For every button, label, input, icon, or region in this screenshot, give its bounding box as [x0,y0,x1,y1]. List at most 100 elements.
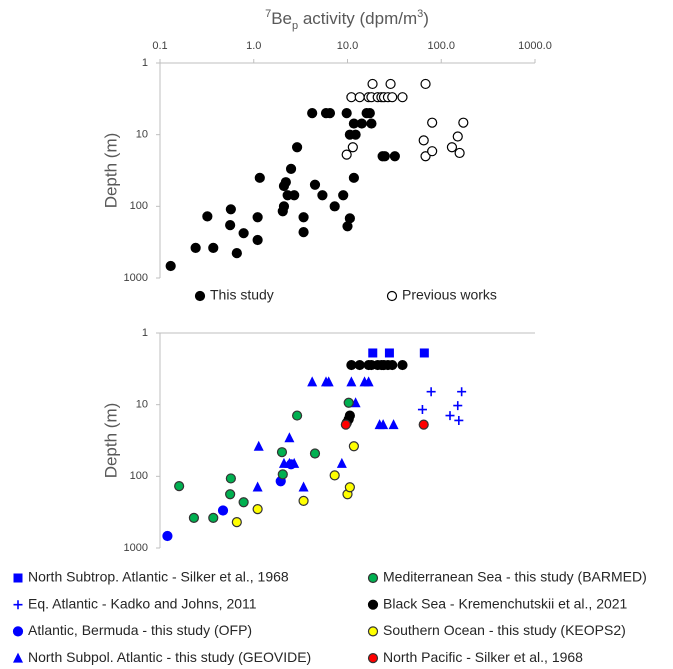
marker-circle [225,489,236,500]
legend-label: Black Sea - Kremenchutskii et al., 2021 [383,595,628,611]
legend-marker [194,290,206,302]
marker-circle [231,248,242,259]
x-tick-label: 1.0 [246,40,261,52]
x-tick-label: 1000.0 [518,40,552,52]
marker-circle [446,142,458,153]
marker-circle [324,107,336,119]
marker-circle [280,177,291,188]
y-tick-label: 1 [142,57,148,69]
y-axis-label: Depth (m) [101,403,120,479]
marker-circle [341,107,352,119]
marker-triangle [346,376,357,387]
legend-label: Southern Ocean - this study (KEOPS2) [383,622,626,638]
legend-marker [13,652,23,663]
y-tick-label: 10 [136,129,148,141]
legend-marker [367,572,379,584]
marker-circle [231,516,242,528]
marker-circle [162,530,173,542]
x-axis-label-part: 3 [417,8,423,20]
y-tick-label: 1 [142,327,148,339]
marker-circle [387,92,398,103]
marker-circle [347,142,358,153]
x-axis-label-part: 7 [265,8,271,20]
marker-circle [202,211,213,222]
legend-label: Eq. Atlantic - Kadko and Johns, 2011 [28,595,257,611]
marker-circle [208,512,219,523]
x-axis-label-part: p [292,20,298,32]
marker-circle [343,397,354,408]
marker-circle [309,448,321,459]
marker-circle [277,469,288,480]
marker-circle [276,447,288,458]
marker-circle [252,234,263,246]
legend-marker [367,652,379,664]
marker-circle [454,147,465,159]
marker-circle [452,131,463,142]
marker-triangle [298,481,309,492]
marker-circle [354,359,365,371]
marker-circle [379,151,390,162]
marker-circle [291,142,303,153]
marker-plus [454,415,464,425]
marker-circle [427,117,438,128]
x-axis-label-part: Be [271,9,292,28]
marker-circle [389,151,400,162]
x-tick-label: 10.0 [337,40,358,52]
marker-triangle [284,432,295,443]
marker-circle [346,359,357,371]
marker-circle [188,512,200,523]
marker-circle [298,227,309,238]
marker-circle [252,212,263,223]
marker-circle [356,118,367,129]
marker-circle [397,359,408,371]
marker-plus [445,411,455,421]
marker-circle [354,92,365,103]
legend-label: Mediterranean Sea - this study (BARMED) [383,569,647,585]
marker-circle [307,107,318,119]
marker-circle [344,213,355,224]
y-tick-label: 100 [130,470,148,482]
marker-circle [225,473,236,484]
marker-circle [427,146,438,157]
y-tick-label: 1000 [124,272,148,284]
marker-circle [254,172,265,183]
marker-circle [350,129,361,140]
legend-marker [367,626,379,637]
legend-label: North Pacific - Silker et al., 1968 [383,649,583,665]
marker-circle [420,151,431,162]
marker-triangle [253,440,264,451]
x-axis-label-part: ) [423,9,429,28]
marker-circle [298,495,309,506]
legend-label: Previous works [402,287,497,303]
marker-circle [364,107,375,119]
marker-triangle [323,376,334,387]
marker-circle [418,135,429,146]
marker-circle [338,190,349,201]
x-tick-label: 0.1 [152,40,167,52]
marker-circle [285,163,297,174]
marker-plus [417,405,427,415]
marker-circle [225,220,236,231]
legend-marker [13,573,23,583]
marker-circle [346,92,357,103]
marker-triangle [252,481,263,492]
marker-circle [238,228,249,239]
marker-circle [387,359,398,371]
marker-triangle [307,376,318,387]
y-tick-label: 1000 [124,542,148,554]
marker-circle [252,504,263,515]
marker-square [384,348,394,358]
legend-label: North Subtrop. Atlantic - Silker et al.,… [28,569,289,585]
marker-circle [329,201,340,212]
x-axis-label-part: activity (dpm/m [298,9,417,28]
marker-circle [344,482,355,493]
marker-circle [366,118,377,129]
marker-circle [420,78,431,90]
marker-square [419,348,429,358]
marker-triangle [363,376,374,387]
marker-triangle [289,457,300,468]
marker-circle [367,78,378,90]
legend-label: Atlantic, Bermuda - this study (OFP) [28,622,252,638]
marker-triangle [336,457,347,468]
